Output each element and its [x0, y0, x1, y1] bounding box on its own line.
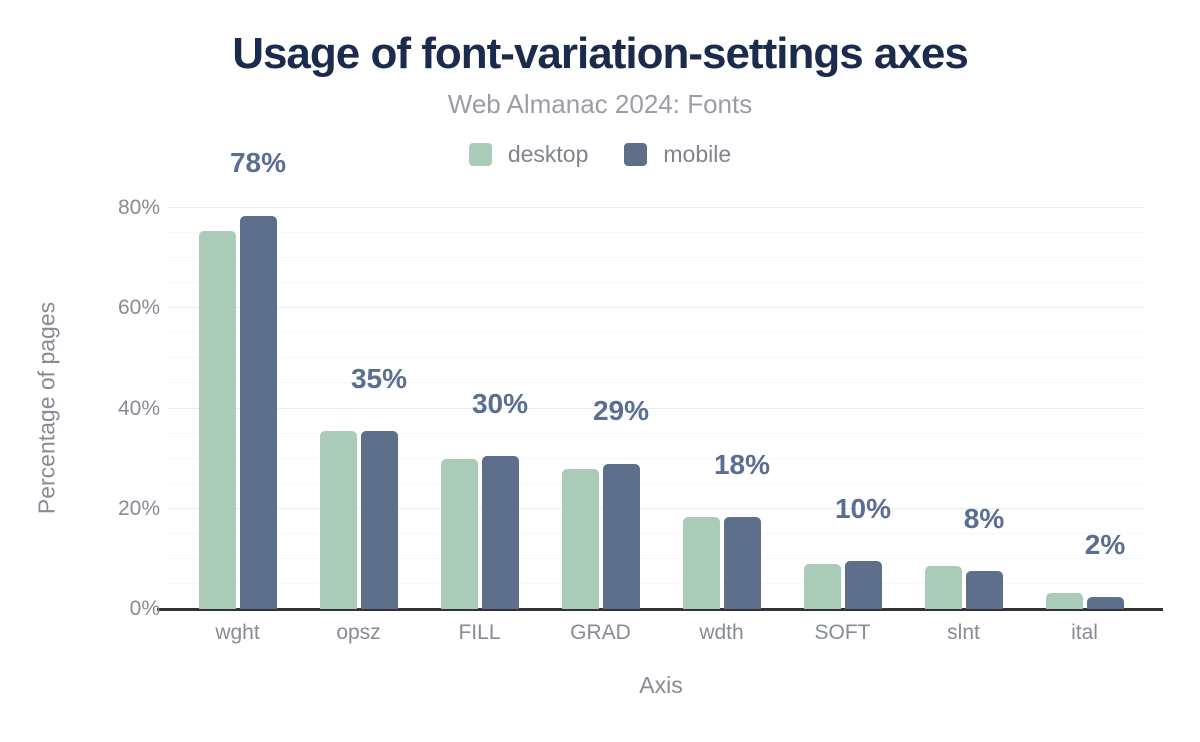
bar-mobile-FILL	[481, 456, 519, 609]
bar-desktop-GRAD	[561, 468, 599, 609]
x-tick-label-wdth: wdth	[699, 621, 744, 644]
bar-desktop-ital	[1045, 592, 1083, 609]
x-tick-label-ital: ital	[1071, 621, 1098, 644]
gridline-65pct	[167, 282, 1145, 284]
legend: desktop mobile	[0, 141, 1200, 168]
bar-desktop-wdth	[682, 517, 720, 609]
y-tick-label-60pct: 60%	[117, 296, 160, 320]
gridline-75pct	[167, 232, 1145, 234]
gridline-20pct	[167, 507, 1145, 509]
gridline-40pct	[167, 407, 1145, 409]
gridline-5pct	[167, 582, 1145, 584]
data-label-GRAD: 29%	[592, 395, 650, 427]
legend-label-mobile: mobile	[663, 141, 732, 167]
x-tick-label-slnt: slnt	[947, 621, 980, 644]
bar-desktop-FILL	[440, 458, 478, 609]
data-label-SOFT: 10%	[834, 492, 892, 524]
gridline-35pct	[167, 432, 1145, 434]
chart-subtitle: Web Almanac 2024: Fonts	[447, 89, 753, 119]
gridline-80pct	[167, 207, 1145, 208]
data-label-ital: 2%	[1084, 529, 1126, 561]
y-tick-label-0pct: 0%	[129, 597, 160, 620]
bar-mobile-ital	[1086, 597, 1124, 609]
gridline-45pct	[167, 382, 1145, 384]
legend-swatch-desktop	[468, 143, 492, 166]
gridline-25pct	[167, 482, 1145, 484]
gridline-30pct	[167, 457, 1145, 459]
gridline-10pct	[167, 557, 1145, 559]
bar-desktop-slnt	[924, 566, 962, 609]
bar-desktop-opsz	[319, 431, 357, 609]
legend-swatch-mobile	[624, 143, 648, 166]
legend-item-desktop: desktop	[468, 141, 589, 168]
data-label-FILL: 30%	[471, 387, 529, 419]
y-tick-label-80pct: 80%	[117, 196, 160, 219]
bar-mobile-GRAD	[602, 463, 640, 609]
gridline-55pct	[167, 332, 1145, 334]
bar-mobile-slnt	[965, 570, 1003, 609]
data-label-slnt: 8%	[963, 502, 1005, 534]
bar-mobile-wdth	[723, 517, 761, 609]
x-tick-label-SOFT: SOFT	[814, 621, 871, 644]
x-tick-label-opsz: opsz	[336, 621, 381, 644]
bar-mobile-opsz	[360, 431, 398, 609]
bar-desktop-wght	[198, 230, 236, 609]
gridline-15pct	[167, 532, 1145, 534]
gridline-50pct	[167, 357, 1145, 359]
gridline-70pct	[167, 257, 1145, 259]
data-label-wdth: 18%	[713, 449, 771, 481]
x-tick-label-GRAD: GRAD	[570, 621, 631, 644]
x-tick-label-wght: wght	[215, 621, 260, 644]
legend-label-desktop: desktop	[507, 141, 589, 167]
x-axis-title: Axis	[639, 672, 683, 698]
chart-title: Usage of font-variation-settings axes	[232, 29, 969, 78]
y-tick-label-20pct: 20%	[117, 496, 160, 520]
y-axis-title: Percentage of pages	[33, 301, 60, 515]
y-tick-label-40pct: 40%	[117, 396, 160, 420]
x-tick-label-FILL: FILL	[458, 621, 501, 644]
gridline-60pct	[167, 307, 1145, 309]
legend-item-mobile: mobile	[624, 141, 731, 168]
bar-mobile-SOFT	[844, 560, 882, 609]
plot-area: 0% 20% 40% 60% 80% wght 78% opsz 35% FILL 30% GRAD 2…	[118, 147, 1163, 644]
bar-desktop-SOFT	[803, 563, 841, 609]
bar-mobile-wght	[239, 215, 277, 609]
data-label-wght: 78%	[229, 147, 287, 179]
data-label-opsz: 35%	[350, 362, 408, 394]
x-axis-line	[157, 608, 1163, 611]
